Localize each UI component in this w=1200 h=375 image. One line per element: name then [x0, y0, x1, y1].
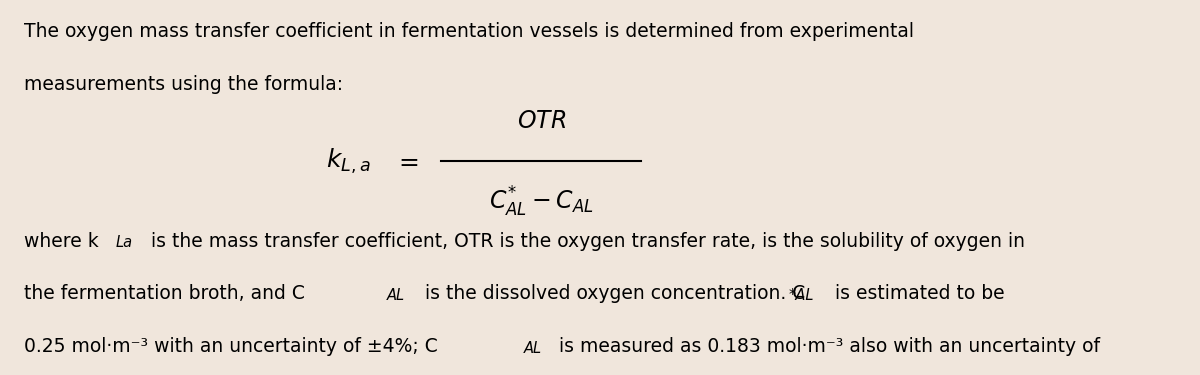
- Text: AL: AL: [523, 341, 541, 356]
- Text: is measured as 0.183 mol·m⁻³ also with an uncertainty of: is measured as 0.183 mol·m⁻³ also with a…: [553, 338, 1100, 356]
- Text: 0.25 mol·m⁻³ with an uncertainty of ±4%; C: 0.25 mol·m⁻³ with an uncertainty of ±4%;…: [24, 338, 438, 356]
- Text: is the mass transfer coefficient, OTR is the oxygen transfer rate, is the solubi: is the mass transfer coefficient, OTR is…: [145, 231, 1025, 251]
- Text: where k: where k: [24, 231, 98, 251]
- Text: the fermentation broth, and C: the fermentation broth, and C: [24, 284, 305, 303]
- Text: AL: AL: [388, 288, 406, 303]
- Text: $=$: $=$: [394, 149, 419, 173]
- Text: *AL: *AL: [788, 288, 814, 303]
- Text: measurements using the formula:: measurements using the formula:: [24, 75, 343, 94]
- Text: La: La: [115, 235, 133, 250]
- Text: is estimated to be: is estimated to be: [829, 284, 1004, 303]
- Text: $C^{*}_{AL} - C_{AL}$: $C^{*}_{AL} - C_{AL}$: [488, 184, 594, 219]
- Text: $k_{L,a}$: $k_{L,a}$: [326, 147, 371, 176]
- Text: The oxygen mass transfer coefficient in fermentation vessels is determined from : The oxygen mass transfer coefficient in …: [24, 22, 913, 41]
- Text: is the dissolved oxygen concentration. C: is the dissolved oxygen concentration. C: [419, 284, 805, 303]
- Text: $OTR$: $OTR$: [517, 108, 565, 132]
